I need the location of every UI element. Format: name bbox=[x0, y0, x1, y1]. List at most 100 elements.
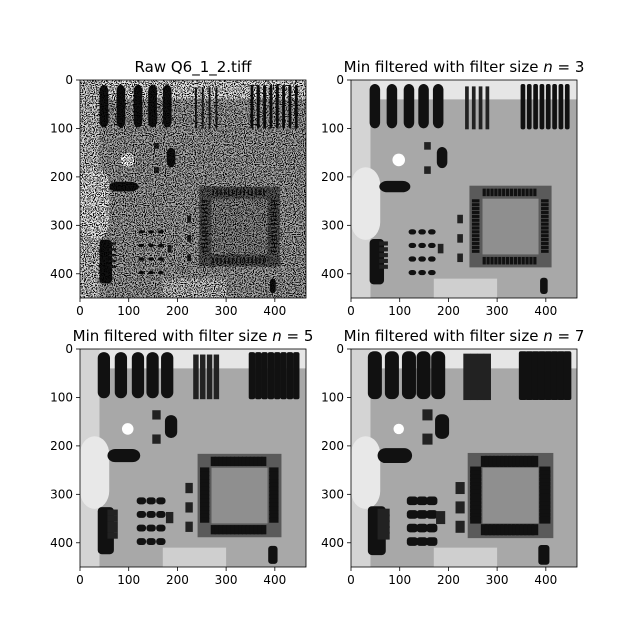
chip-pin bbox=[541, 241, 549, 246]
chip-pin bbox=[230, 525, 236, 535]
right-pin bbox=[552, 83, 557, 130]
axes-frame bbox=[350, 79, 578, 299]
smd bbox=[185, 482, 193, 494]
chip-pin bbox=[541, 207, 549, 211]
chip-pin bbox=[200, 502, 210, 508]
chip-pin bbox=[261, 525, 267, 535]
smd bbox=[185, 502, 193, 513]
right-pin bbox=[280, 352, 287, 400]
right-pin bbox=[525, 351, 534, 401]
conn-pin bbox=[379, 247, 388, 252]
chip-pin bbox=[245, 525, 251, 535]
smd bbox=[428, 256, 436, 262]
chip-pin bbox=[539, 505, 551, 512]
chip-pin bbox=[222, 456, 228, 467]
chip-pin bbox=[214, 525, 220, 535]
smd bbox=[426, 496, 438, 506]
smd bbox=[136, 538, 147, 546]
chip-pin bbox=[509, 256, 514, 265]
chip-pin bbox=[541, 199, 549, 203]
chip-pin bbox=[471, 203, 480, 207]
chip-pin bbox=[269, 479, 279, 484]
mount-hole bbox=[121, 423, 134, 435]
chip-pin bbox=[480, 524, 488, 536]
x-tick-label: 200 bbox=[166, 304, 189, 318]
chip-pin bbox=[539, 474, 551, 481]
smd bbox=[408, 242, 417, 249]
chip-pin bbox=[529, 188, 533, 197]
chip-pin bbox=[529, 256, 533, 265]
chip-pin bbox=[210, 525, 216, 535]
chip-pin bbox=[541, 245, 549, 249]
cap-large bbox=[436, 146, 448, 169]
smd bbox=[457, 253, 463, 263]
chip-pin bbox=[470, 501, 482, 509]
mount-hole bbox=[393, 423, 404, 435]
smd bbox=[457, 234, 463, 243]
y-tick-label: 200 bbox=[321, 170, 344, 184]
conn-pin bbox=[107, 515, 118, 522]
chip-pin bbox=[269, 513, 279, 519]
x-tick-label: 100 bbox=[117, 304, 140, 318]
right-pin bbox=[248, 352, 256, 400]
chip-pin bbox=[515, 524, 523, 536]
cap bbox=[424, 142, 431, 150]
chip-pin bbox=[471, 245, 480, 249]
chip-pin bbox=[471, 226, 480, 230]
x-tick-label: 100 bbox=[388, 304, 411, 318]
smd bbox=[136, 510, 147, 518]
top-pad bbox=[146, 352, 159, 399]
smd bbox=[416, 537, 428, 546]
chip-pin bbox=[200, 490, 210, 496]
conn-pin bbox=[379, 258, 388, 264]
chip-pin bbox=[498, 188, 502, 197]
chip-pin bbox=[470, 493, 482, 501]
smd bbox=[455, 482, 465, 495]
smd bbox=[185, 521, 193, 532]
smd bbox=[146, 538, 156, 546]
chip-pin bbox=[200, 506, 210, 512]
chip-pin bbox=[541, 210, 549, 215]
smd bbox=[136, 497, 147, 505]
chip-pin bbox=[200, 517, 210, 523]
chip-pin bbox=[480, 455, 488, 467]
chip-pin bbox=[500, 524, 508, 536]
chip-pin bbox=[471, 207, 480, 211]
chip-pin bbox=[269, 471, 279, 477]
right-pin bbox=[520, 83, 526, 130]
chip-pin bbox=[241, 525, 247, 535]
x-tick-label: 0 bbox=[76, 573, 84, 587]
chip-pin bbox=[200, 494, 210, 500]
smd bbox=[408, 256, 417, 262]
right-pin bbox=[537, 351, 547, 401]
smd bbox=[426, 510, 438, 519]
chip-pin bbox=[517, 188, 521, 197]
chip-pin bbox=[509, 188, 514, 197]
chip-pin bbox=[527, 524, 535, 536]
top-pin bbox=[483, 353, 491, 401]
smd bbox=[406, 510, 418, 519]
chip-pin bbox=[533, 188, 537, 197]
conn-pin bbox=[377, 526, 390, 534]
axes-frame bbox=[350, 348, 578, 568]
y-tick-label: 100 bbox=[50, 121, 73, 135]
chip-pin bbox=[200, 482, 210, 488]
chip-pin bbox=[257, 456, 263, 467]
smd bbox=[455, 520, 465, 533]
top-pad bbox=[416, 351, 431, 400]
chip-pin bbox=[471, 218, 480, 222]
y-tick-label: 400 bbox=[321, 267, 344, 281]
top-pin bbox=[206, 354, 213, 400]
chip-pin bbox=[539, 478, 551, 485]
y-tick-label: 100 bbox=[321, 121, 344, 135]
chip-pin bbox=[470, 489, 482, 497]
chip-pin bbox=[502, 256, 506, 265]
chip-pin bbox=[269, 510, 279, 515]
bottom-part bbox=[540, 277, 548, 295]
chip-pin bbox=[226, 456, 232, 467]
chip-pin bbox=[245, 456, 251, 467]
y-tick-label: 100 bbox=[321, 390, 344, 404]
smd bbox=[418, 269, 426, 276]
right-pin bbox=[526, 83, 532, 130]
